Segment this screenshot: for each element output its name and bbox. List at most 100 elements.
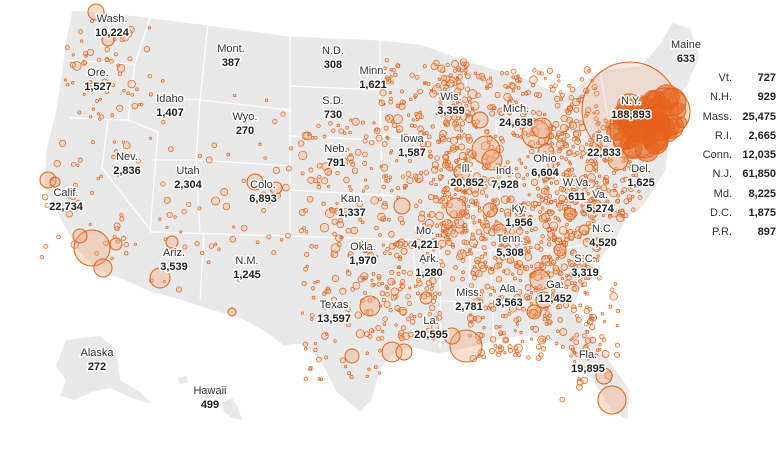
county-bubble [563,142,570,149]
county-bubble [402,133,410,141]
state-name: Miss. [456,287,482,299]
county-bubble [349,188,353,192]
county-bubble [165,225,169,229]
county-bubble [384,291,390,297]
state-label-wy: Wyo. 270 [231,110,259,139]
county-bubble [549,221,559,231]
side-list-row: R.I. 2,665 [690,130,780,149]
county-bubble [367,298,373,303]
county-bubble [594,245,599,250]
county-bubble [522,176,526,181]
county-bubble [542,314,547,318]
county-bubble [524,221,528,225]
county-bubble [127,56,133,62]
county-bubble [364,185,369,190]
county-bubble [358,240,364,245]
county-bubble [512,253,517,258]
county-bubble [507,348,514,354]
state-label-ks: Kan. 1,337 [337,192,368,221]
county-bubble [503,104,507,109]
state-case-count: 387 [222,57,240,69]
county-bubble [419,291,433,305]
county-bubble [499,184,504,188]
county-bubble [538,352,544,358]
county-bubble [556,140,565,149]
county-bubble [483,305,488,311]
county-bubble [527,193,531,197]
county-bubble [482,184,488,190]
county-bubble [447,178,455,186]
county-bubble [570,124,574,129]
county-bubble [472,190,479,198]
county-bubble [595,188,599,192]
county-bubble [578,175,587,183]
county-bubble [445,235,450,239]
county-bubble [554,102,561,109]
state-case-count: 1,407 [156,107,184,119]
county-bubble [614,342,620,348]
county-bubble [414,147,425,158]
county-bubble [354,311,362,319]
county-bubble [335,318,340,324]
county-bubble [313,347,318,353]
county-bubble [409,319,416,325]
county-bubble [589,236,599,246]
county-bubble [300,311,305,315]
county-bubble [561,172,566,177]
county-bubble [450,136,459,145]
state-case-count: 791 [327,157,345,169]
county-bubble [556,74,561,78]
county-bubble [551,262,555,266]
county-bubble [332,231,337,237]
county-bubble [62,207,67,212]
state-case-count: 188,893 [611,109,651,121]
county-bubble [71,53,75,57]
county-bubble [455,136,460,140]
county-bubble [459,195,466,203]
state-label-tn: Tenn. 5,308 [495,232,526,261]
county-bubble [538,214,547,223]
state-case-count: 7,928 [491,179,519,191]
county-bubble [96,57,102,63]
county-bubble [316,162,323,169]
county-bubble [550,142,555,146]
county-bubble [435,111,440,116]
county-bubble [617,209,622,213]
county-bubble [456,253,464,261]
county-bubble [314,244,319,249]
county-bubble [471,111,489,129]
county-bubble [498,325,502,329]
county-bubble [331,274,340,283]
county-bubble [77,110,82,115]
county-bubble [409,72,415,78]
state-label-id: Idaho 1,407 [155,92,186,121]
county-bubble [545,335,551,340]
county-bubble [606,188,611,193]
state-case-count: 499 [201,399,219,411]
county-bubble [566,179,574,188]
county-bubble [453,92,457,96]
county-bubble [388,175,393,179]
county-bubble [396,64,401,69]
state-case-count: 3,539 [160,261,188,273]
county-bubble [482,153,489,160]
county-bubble [406,300,413,307]
county-bubble [515,264,520,269]
county-bubble [478,261,486,270]
state-label-ca: Calif. 22,734 [48,186,86,215]
county-bubble [519,161,524,165]
county-bubble [615,198,620,204]
county-bubble [338,128,344,134]
county-bubble [463,190,468,195]
county-bubble [111,83,116,87]
county-bubble [444,122,450,128]
county-bubble [590,215,594,219]
county-bubble [502,228,506,232]
county-bubble [442,153,449,160]
county-bubble [443,185,450,192]
county-bubble [584,113,589,119]
county-bubble [490,207,495,212]
side-list-case-count: 25,475 [742,110,776,123]
county-bubble [347,154,354,162]
county-bubble [605,181,609,185]
